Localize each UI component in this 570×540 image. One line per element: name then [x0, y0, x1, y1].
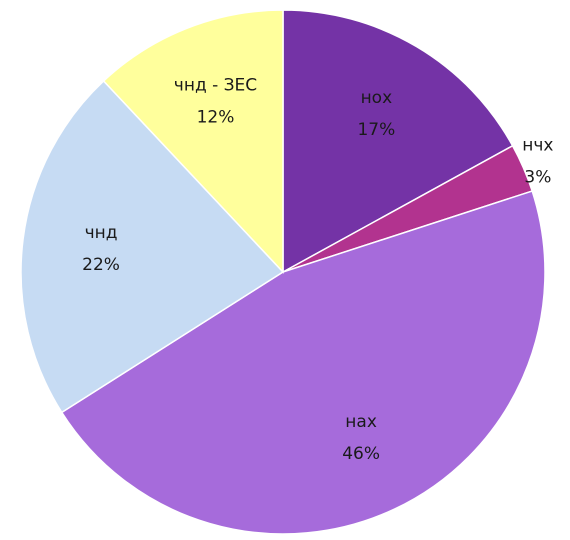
pie: [20, 9, 546, 535]
slice-label: чнд - ЗЕС: [174, 75, 257, 95]
slice-label: чнд: [85, 223, 118, 243]
slice-label: нчх: [522, 136, 553, 156]
pie-slice: [20, 79, 285, 414]
pie-slice: [60, 190, 546, 535]
labels: нох 17% нчх 3% нах 46% чнд 22% чнд - ЗЕС 12%: [82, 75, 553, 463]
slice-value-label: 3%: [524, 168, 551, 188]
slice-value-label: 12%: [197, 107, 235, 127]
pie-slice: [282, 9, 514, 274]
pie-slice: [102, 9, 284, 274]
slice-value-label: 17%: [357, 120, 395, 140]
slice-value-label: 22%: [82, 255, 120, 275]
slice-value-label: 46%: [342, 444, 380, 464]
slice-label: нох: [361, 88, 393, 108]
slice-label: нах: [345, 412, 377, 432]
